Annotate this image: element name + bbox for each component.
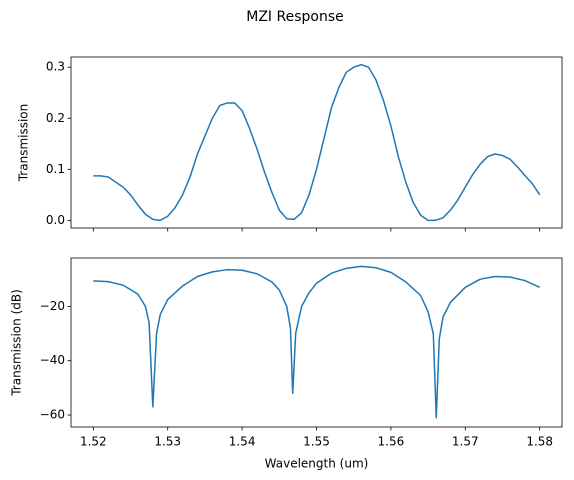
x-tick-label: 1.56 xyxy=(378,435,405,449)
figure-title: MZI Response xyxy=(246,9,344,25)
x-tick-label: 1.55 xyxy=(303,435,330,449)
x-axis-label: Wavelength (um) xyxy=(265,457,369,471)
x-tick-label: 1.52 xyxy=(80,435,107,449)
y-tick-label: 0.1 xyxy=(46,162,65,176)
axes-frame xyxy=(70,56,563,229)
y-tick-label: −20 xyxy=(40,299,65,313)
data-line xyxy=(93,265,540,419)
x-tick-label: 1.54 xyxy=(229,435,256,449)
x-tick-label: 1.57 xyxy=(452,435,479,449)
y-axis-label: Transmission xyxy=(17,104,31,183)
y-tick-label: 0.0 xyxy=(46,213,65,227)
y-tick-label: −40 xyxy=(40,353,65,367)
x-tick-label: 1.53 xyxy=(154,435,181,449)
y-tick-label: 0.2 xyxy=(46,111,65,125)
y-tick-label: 0.3 xyxy=(46,60,65,74)
y-tick-label: −60 xyxy=(40,408,65,422)
data-line xyxy=(93,63,541,222)
x-tick-label: 1.58 xyxy=(526,435,553,449)
y-axis-label: Transmission (dB) xyxy=(10,289,24,397)
